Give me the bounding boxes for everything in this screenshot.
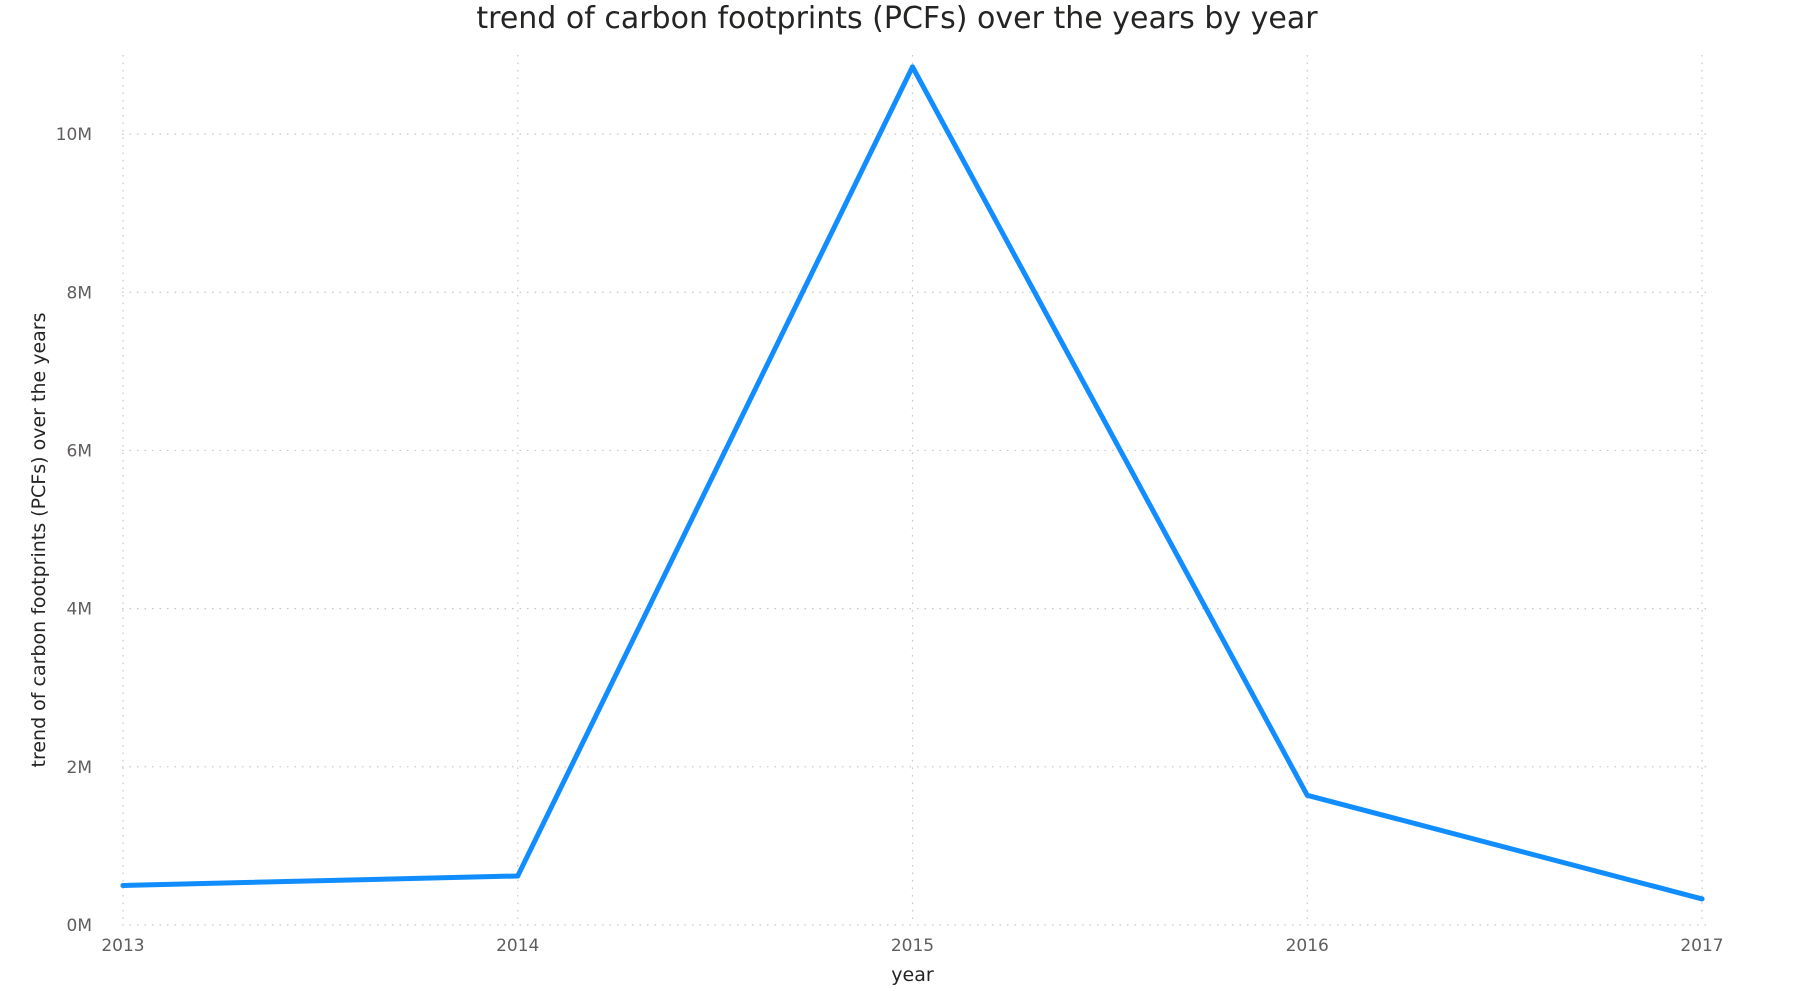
data-point-2016 [1304, 792, 1310, 798]
y-tick-label: 6M [67, 441, 92, 461]
series-layer [120, 64, 1705, 902]
x-tick-label: 2015 [891, 936, 934, 956]
x-tick-label: 2017 [1680, 936, 1723, 956]
x-axis-title: year [891, 964, 934, 986]
data-point-2015 [910, 64, 915, 70]
y-axis-title: trend of carbon footprints (PCFs) over t… [28, 313, 50, 768]
y-tick-label: 2M [67, 758, 92, 778]
y-tick-label: 10M [56, 125, 92, 145]
data-point-2014 [515, 873, 521, 879]
y-tick-label: 4M [67, 600, 92, 620]
y-tick-label: 8M [67, 283, 92, 303]
x-tick-label: 2016 [1286, 936, 1329, 956]
x-tick-label: 2013 [101, 936, 144, 956]
x-tick-label: 2014 [496, 936, 539, 956]
x-axis-ticks: 2013 2014 2015 2016 2017 [101, 936, 1723, 956]
chart-title: trend of carbon footprints (PCFs) over t… [476, 1, 1318, 36]
data-point-2017 [1699, 896, 1705, 902]
data-point-2013 [120, 882, 126, 888]
y-axis-ticks: 0M 2M 4M 6M 8M 10M [56, 125, 92, 936]
grid [122, 55, 1712, 926]
y-tick-label: 0M [67, 916, 92, 936]
